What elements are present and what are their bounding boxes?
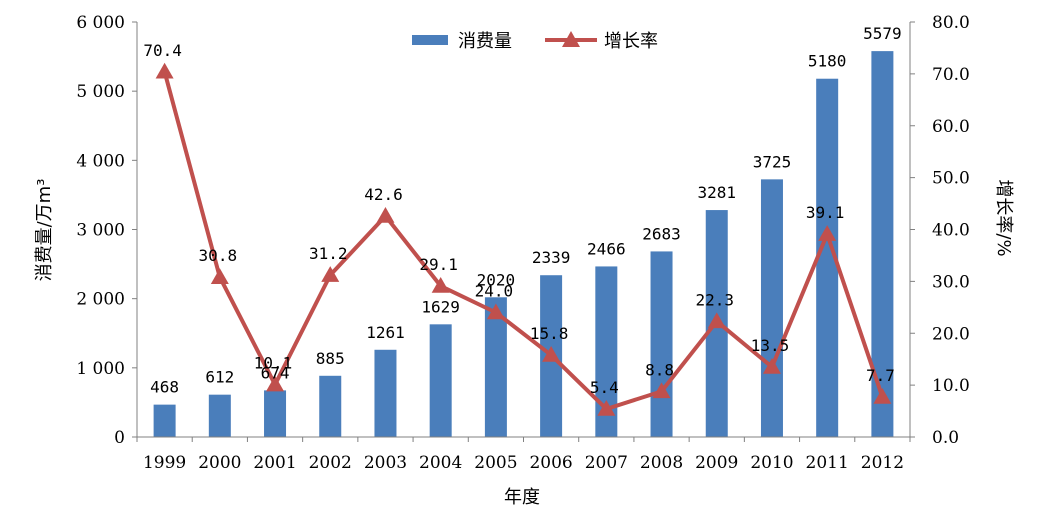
- x-tick-label-2001: 2001: [253, 453, 296, 473]
- legend-bar-swatch: [412, 35, 448, 45]
- bar-value-label: 2683: [642, 224, 681, 243]
- x-tick-label-2010: 2010: [750, 453, 793, 473]
- legend: 消费量 增长率: [412, 31, 658, 52]
- bar-value-label: 885: [316, 349, 345, 368]
- bar-2008: [650, 251, 673, 437]
- bar-value-label: 674: [261, 363, 290, 382]
- bars-layer: [153, 51, 894, 437]
- y-right-tick-label: 30.0: [932, 272, 970, 292]
- y-left-tick-label: 0: [114, 428, 125, 448]
- legend-bar-label: 消费量: [458, 31, 512, 52]
- legend-line-label: 增长率: [604, 31, 658, 52]
- bar-value-label: 1261: [366, 323, 405, 342]
- rate-value-label: 5.4: [590, 378, 619, 397]
- bar-2002: [319, 375, 342, 437]
- y-left-tick-label: 5 000: [76, 82, 125, 102]
- rate-value-label: 29.1: [419, 255, 458, 274]
- growth-rate-marker-2005: [486, 303, 505, 320]
- rate-value-label: 31.2: [309, 244, 348, 263]
- growth-rate-marker-2008: [652, 382, 671, 399]
- growth-rate-marker-1999: [155, 62, 174, 79]
- bar-value-label: 3281: [697, 183, 736, 202]
- y-left-tick-label: 4 000: [76, 151, 125, 171]
- x-tick-label-2009: 2009: [695, 453, 738, 473]
- bar-2010: [760, 179, 783, 437]
- bar-2000: [208, 394, 231, 437]
- growth-rate-marker-2000: [210, 268, 229, 284]
- x-tick-label-2004: 2004: [419, 453, 462, 473]
- y-right-tick-label: 80.0: [932, 13, 970, 33]
- y-left-tick-label: 1 000: [76, 359, 125, 379]
- y-axis-title-right: 增长率/%: [993, 179, 1014, 256]
- bar-2004: [429, 324, 452, 437]
- growth-rate-marker-2007: [597, 399, 616, 416]
- y-left-tick-label: 3 000: [76, 221, 125, 241]
- x-tick-label-2000: 2000: [198, 453, 241, 473]
- bar-2011: [816, 78, 839, 437]
- rate-value-label: 24.0: [475, 282, 514, 301]
- growth-rate-marker-2011: [818, 225, 837, 241]
- rate-value-label: 42.6: [364, 185, 403, 204]
- bar-value-label: 612: [205, 368, 234, 387]
- axes-layer: 0 1 000 2 000 3 000 4 000 5 000 6 000 0.0 10.0 20…: [76, 13, 970, 473]
- bar-1999: [153, 404, 176, 437]
- bar-value-label: 2466: [587, 239, 626, 258]
- growth-rate-marker-2009: [707, 312, 726, 329]
- y-right-tick-label: 70.0: [932, 65, 970, 85]
- bar-2012: [871, 51, 894, 437]
- bar-value-label: 1629: [421, 297, 460, 316]
- rate-value-label: 7.7: [866, 366, 895, 385]
- y-right-tick-label: 20.0: [932, 324, 970, 344]
- bar-value-label: 2339: [532, 248, 571, 267]
- bar-2007: [595, 266, 618, 437]
- x-tick-label-2005: 2005: [474, 453, 517, 473]
- y-axis-title-left: 消费量/万m³: [34, 179, 55, 282]
- line-layer: [155, 62, 892, 416]
- y-right-tick-label: 0.0: [932, 428, 959, 448]
- x-tick-label-2003: 2003: [364, 453, 407, 473]
- growth-rate-marker-2012: [873, 388, 892, 404]
- y-right-tick-label: 10.0: [932, 376, 970, 396]
- y-right-tick-label: 40.0: [932, 221, 970, 241]
- bar-value-label: 3725: [753, 152, 792, 171]
- growth-rate-marker-2002: [321, 266, 340, 282]
- bar-value-label: 2020: [477, 270, 516, 289]
- rate-value-label: 15.8: [530, 324, 569, 343]
- growth-rate-marker-2001: [266, 375, 285, 392]
- x-tick-label-2012: 2012: [861, 453, 904, 473]
- rate-value-label: 22.3: [695, 290, 734, 309]
- growth-rate-line: [162, 71, 885, 411]
- rate-value-label: 8.8: [645, 360, 674, 379]
- bar-2003: [374, 349, 397, 437]
- x-tick-label-2008: 2008: [640, 453, 683, 473]
- rate-value-label: 39.1: [806, 203, 845, 222]
- x-tick-label-2002: 2002: [309, 453, 352, 473]
- rate-value-label: 13.5: [751, 336, 790, 355]
- y-left-tick-label: 2 000: [76, 290, 125, 310]
- growth-rate-marker-2004: [431, 277, 450, 293]
- rate-value-label: 30.8: [199, 246, 238, 265]
- rate-value-label: 70.4: [143, 41, 182, 60]
- growth-rate-marker-2006: [542, 346, 561, 362]
- x-tick-label-2007: 2007: [585, 453, 628, 473]
- bar-2001: [264, 390, 287, 437]
- growth-rate-marker-2010: [762, 357, 781, 374]
- bar-value-label: 5180: [808, 52, 847, 71]
- bar-2005: [484, 297, 507, 437]
- rate-value-label: 10.1: [254, 354, 293, 373]
- x-tick-label-2006: 2006: [529, 453, 572, 473]
- y-right-tick-label: 60.0: [932, 117, 970, 137]
- y-right-tick-label: 50.0: [932, 169, 970, 189]
- x-tick-label-2011: 2011: [806, 453, 849, 473]
- x-tick-label-1999: 1999: [143, 453, 186, 473]
- y-left-tick-label: 6 000: [76, 13, 125, 33]
- growth-rate-marker-2003: [376, 207, 395, 223]
- legend-line-marker: [562, 31, 580, 47]
- bar-value-label: 468: [150, 378, 179, 397]
- labels-layer: 468 612 674 885 1261 1629 2020 2339 2466 2683 3281…: [143, 24, 901, 397]
- bar-value-label: 5579: [863, 24, 902, 43]
- x-axis-title: 年度: [504, 487, 540, 508]
